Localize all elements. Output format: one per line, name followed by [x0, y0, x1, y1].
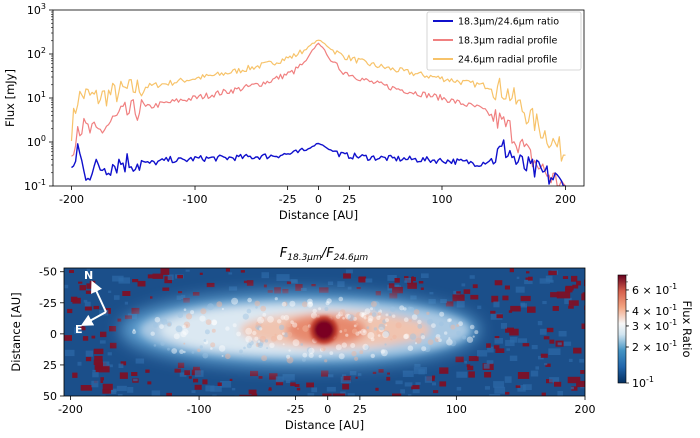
map-y-tick-label: 0 — [50, 328, 57, 341]
top-y-tick-label: 100 — [27, 134, 46, 149]
colorbar-tick-label: 2 × 10-1 — [632, 339, 677, 354]
map-x-axis-label: Distance [AU] — [285, 418, 364, 432]
legend-label-18um: 18.3μm radial profile — [458, 36, 558, 47]
map-image — [64, 268, 585, 396]
colorbar-tick-label: 4 × 10-1 — [632, 303, 677, 318]
series-line-0 — [71, 139, 566, 186]
map-y-tick-label: 25 — [43, 359, 57, 372]
legend-box — [426, 11, 582, 71]
top-y-axis-label: Flux [mJy] — [3, 69, 17, 127]
compass-east-arrow — [80, 311, 107, 326]
map-y-tick-label: 50 — [43, 390, 57, 403]
top-x-tick-label: 100 — [431, 193, 452, 206]
top-y-tick-label: 103 — [27, 2, 46, 17]
top-x-tick-label: -100 — [183, 193, 208, 206]
map-x-tick-label: -100 — [187, 403, 212, 416]
map-x-tick-label: 25 — [353, 403, 367, 416]
top-x-tick-label: 200 — [555, 193, 576, 206]
compass-north-arrow — [91, 280, 107, 313]
compass-east-label: E — [75, 323, 83, 336]
flux-ratio-map: F18.3μm/F24.6μm N E — [9, 246, 694, 432]
map-x-tick-label: -200 — [58, 403, 83, 416]
map-x-tick-label: -25 — [287, 403, 305, 416]
colorbar-tick-label: 10-1 — [632, 375, 654, 390]
map-x-tick-label: 0 — [324, 403, 331, 416]
colorbar-tick-label: 6 × 10-1 — [632, 282, 677, 297]
radial-profile-plot: -200 -100 -25 0 25 100 200 10-1 100 101 102 103 Di… — [3, 2, 585, 222]
map-x-tick-label: 100 — [446, 403, 467, 416]
top-x-tick-label: -25 — [279, 193, 297, 206]
legend: 18.3μm/24.6μm ratio 18.3μm radial profil… — [426, 11, 582, 71]
top-y-tick-label: 102 — [27, 46, 46, 61]
map-y-tick-label: -50 — [39, 266, 57, 279]
map-y-tick-label: -25 — [39, 297, 57, 310]
colorbar-tick-label: 3 × 10-1 — [632, 318, 677, 333]
colorbar-label: Flux Ratio — [680, 300, 694, 357]
compass: N E — [75, 269, 107, 336]
top-x-tick-label: -200 — [59, 193, 84, 206]
top-y-tick-label: 10-1 — [24, 178, 46, 193]
map-x-tick-label: 200 — [575, 403, 596, 416]
top-x-tick-label: 25 — [342, 193, 356, 206]
legend-label-24um: 24.6μm radial profile — [458, 55, 558, 66]
map-y-axis-label: Distance [AU] — [9, 292, 23, 371]
map-frame — [63, 267, 586, 397]
legend-label-ratio: 18.3μm/24.6μm ratio — [458, 17, 559, 28]
map-title: F18.3μm/F24.6μm — [280, 246, 369, 263]
compass-north-label: N — [84, 269, 93, 282]
top-x-tick-label: 0 — [315, 193, 322, 206]
top-x-axis-label: Distance [AU] — [279, 208, 358, 222]
top-y-tick-label: 101 — [27, 90, 46, 105]
colorbar: 10-1 2 × 10-1 3 × 10-14 × 10-1 6 × 10-1 Flu… — [617, 274, 694, 390]
colorbar-gradient — [617, 274, 627, 384]
series-line-2 — [70, 39, 566, 162]
series-line-1 — [71, 42, 566, 186]
